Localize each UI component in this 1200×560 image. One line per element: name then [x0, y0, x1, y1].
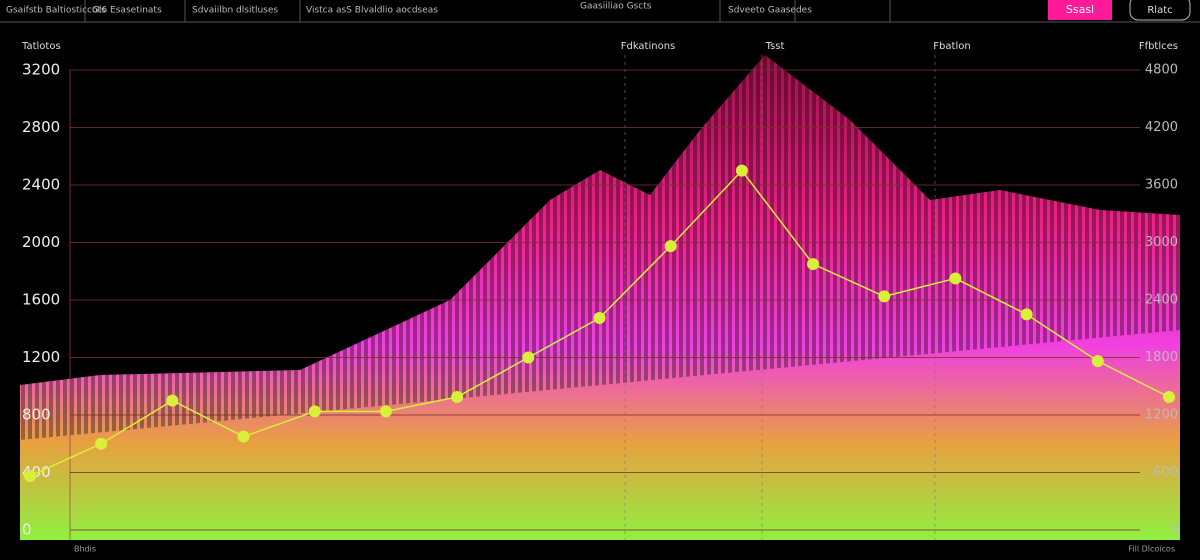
- header-item[interactable]: Gaasiiliao Gscts: [580, 2, 652, 12]
- data-point: [664, 240, 677, 253]
- header-item[interactable]: Sdvaiilbn dlsitluses: [192, 6, 278, 16]
- primary-button[interactable]: [1048, 0, 1112, 20]
- header-item[interactable]: Gsaifstb Baltiosticcots: [6, 6, 106, 16]
- y-tick-label: 800: [22, 406, 51, 424]
- data-point: [95, 437, 108, 450]
- y2-tick-label: 0: [1170, 523, 1178, 538]
- header-item[interactable]: Sdveeto Gaasedes: [728, 6, 812, 16]
- footer-right: Fill Dlcoicos: [1128, 545, 1175, 554]
- y2-tick-label: 4200: [1145, 120, 1178, 135]
- header-item[interactable]: Vistca asS Blvaldlio aocdseas: [306, 6, 438, 16]
- data-point: [593, 311, 606, 324]
- y-tick-label: 3200: [22, 61, 60, 79]
- y2-tick-label: 600: [1153, 465, 1178, 480]
- y2-tick-label: 3000: [1145, 235, 1178, 250]
- data-point: [166, 394, 179, 407]
- column-label: Ffbtlces: [1139, 41, 1178, 52]
- data-point: [878, 290, 891, 303]
- primary-button-label[interactable]: Ssasl: [1066, 3, 1094, 16]
- y-tick-label: 2400: [22, 176, 60, 194]
- y2-tick-label: 3600: [1145, 178, 1178, 193]
- secondary-button-label[interactable]: Rlatc: [1147, 5, 1172, 16]
- column-label: Fdkatinons: [621, 41, 676, 52]
- y-tick-label: 0: [22, 521, 32, 539]
- column-labels: Tatlotos Fdkatinons Tsst Fbatlon Ffbtlce…: [21, 41, 1178, 540]
- data-point: [522, 351, 535, 364]
- y2-tick-label: 2400: [1145, 293, 1178, 308]
- y-tick-label: 2000: [22, 233, 60, 251]
- y-tick-label: 2800: [22, 118, 60, 136]
- footer-left: Bhdis: [74, 545, 96, 554]
- y-tick-label: 1600: [22, 291, 60, 309]
- data-point: [237, 430, 250, 443]
- y2-tick-label: 1800: [1145, 350, 1178, 365]
- secondary-button[interactable]: [1129, 0, 1191, 21]
- data-point: [451, 391, 464, 404]
- data-point: [735, 164, 748, 177]
- data-point: [1163, 391, 1175, 404]
- data-point: [949, 272, 962, 285]
- column-label: Tsst: [765, 41, 785, 52]
- data-point: [1020, 308, 1033, 321]
- header-item[interactable]: Gl6 Esasetinats: [92, 6, 162, 16]
- y2-tick-label: 4800: [1145, 63, 1178, 78]
- y-tick-label: 1200: [22, 348, 60, 366]
- column-label: Tatlotos: [21, 41, 61, 52]
- data-point: [807, 258, 820, 271]
- data-point: [379, 405, 392, 418]
- top-bar: Gsaifstb Baltiosticcots Gl6 Esasetinats …: [0, 0, 1200, 23]
- column-label: Fbatlon: [933, 41, 970, 52]
- data-point: [308, 405, 321, 418]
- data-point: [24, 470, 36, 483]
- data-point: [1091, 355, 1104, 368]
- y2-tick-label: 1200: [1145, 408, 1178, 423]
- spectrum-stripes: [20, 55, 1180, 440]
